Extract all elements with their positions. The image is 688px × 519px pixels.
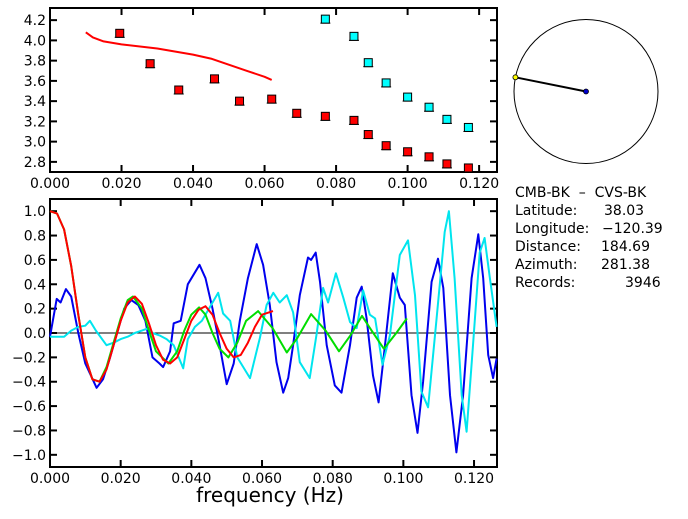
series-line-1 bbox=[50, 210, 498, 433]
longitude-label: Longitude: bbox=[515, 221, 590, 237]
data-point bbox=[349, 115, 359, 125]
series-line-3 bbox=[49, 210, 274, 383]
data-point bbox=[115, 28, 125, 38]
x-tick-label: 0.040 bbox=[171, 471, 211, 487]
y-tick-label: −1.0 bbox=[12, 448, 46, 464]
series-line-2 bbox=[85, 31, 273, 81]
latitude-value: 38.03 bbox=[604, 203, 645, 219]
coherency-chart: 0.000 0.020 0.040 0.060 0.080 0.100 0.120 −1.0 −… bbox=[12, 198, 498, 487]
station-marker bbox=[512, 74, 519, 81]
y-tick-label: 2.8 bbox=[24, 155, 46, 171]
y-tick-label: 3.0 bbox=[24, 135, 46, 151]
x-tick-label: 0.080 bbox=[316, 176, 356, 192]
data-point bbox=[442, 114, 452, 124]
x-tick-label: 0.020 bbox=[101, 471, 141, 487]
azimuth-value: 281.38 bbox=[601, 257, 650, 273]
longitude-row: Longitude: −120.39 bbox=[515, 221, 663, 237]
data-point bbox=[381, 141, 391, 151]
distance-row: Distance: 184.69 bbox=[515, 239, 650, 255]
data-point bbox=[174, 85, 184, 95]
y-tick-label: 3.6 bbox=[24, 74, 46, 90]
map-circle bbox=[513, 19, 659, 164]
x-tick-label: 0.060 bbox=[242, 471, 282, 487]
y-tick-label: 4.0 bbox=[24, 33, 46, 49]
dispersion-chart: 0.000 0.020 0.040 0.060 0.080 0.100 0.120 2.8 3.… bbox=[24, 7, 499, 192]
path-line bbox=[515, 76, 587, 93]
data-point bbox=[363, 58, 373, 68]
x-tick-label: 0.120 bbox=[454, 471, 494, 487]
data-point bbox=[349, 31, 359, 41]
y-tick-label: 0.6 bbox=[24, 253, 46, 269]
latitude-row: Latitude: 38.03 bbox=[515, 203, 644, 219]
data-point bbox=[292, 108, 302, 118]
x-tick-label: 0.000 bbox=[30, 176, 70, 192]
y-tick-label: −0.4 bbox=[12, 375, 46, 391]
y-tick-label: 4.2 bbox=[24, 13, 46, 29]
y-tick-label: 0.0 bbox=[24, 326, 46, 342]
data-point bbox=[424, 102, 434, 112]
data-point bbox=[145, 59, 155, 69]
data-point bbox=[267, 94, 277, 104]
data-point bbox=[381, 78, 391, 88]
data-point bbox=[235, 96, 245, 106]
y-tick-label: −0.6 bbox=[12, 399, 46, 415]
plot-frame bbox=[49, 7, 498, 173]
y-tick-label: 0.4 bbox=[24, 277, 46, 293]
y-tick-label: −0.2 bbox=[12, 350, 46, 366]
longitude-value: −120.39 bbox=[602, 221, 663, 237]
y-tick-label: 0.2 bbox=[24, 302, 46, 318]
x-tick-label: 0.120 bbox=[459, 176, 499, 192]
distance-value: 184.69 bbox=[601, 239, 650, 255]
data-point bbox=[403, 92, 413, 102]
data-point bbox=[320, 111, 330, 121]
series-line-2 bbox=[49, 210, 408, 383]
records-label: Records: bbox=[515, 275, 576, 291]
y-tick-label: 1.0 bbox=[24, 204, 46, 220]
y-tick-label: 0.8 bbox=[24, 229, 46, 245]
azimuth-row: Azimuth: 281.38 bbox=[515, 257, 650, 273]
data-point bbox=[403, 147, 413, 157]
data-point bbox=[424, 152, 434, 162]
x-tick-label: 0.080 bbox=[313, 471, 353, 487]
x-tick-label: 0.020 bbox=[101, 176, 141, 192]
center-marker bbox=[583, 88, 589, 95]
data-point bbox=[363, 130, 373, 140]
x-tick-label: 0.040 bbox=[173, 176, 213, 192]
data-point bbox=[463, 122, 473, 132]
latitude-label: Latitude: bbox=[515, 203, 578, 219]
y-tick-label: 3.2 bbox=[24, 114, 46, 130]
y-tick-label: −0.8 bbox=[12, 423, 46, 439]
data-point bbox=[442, 159, 452, 169]
x-tick-label: 0.100 bbox=[388, 176, 428, 192]
data-point bbox=[463, 163, 473, 173]
station-map bbox=[512, 19, 659, 164]
x-tick-label: 0.000 bbox=[30, 471, 70, 487]
y-tick-label: 3.4 bbox=[24, 94, 46, 110]
x-axis-label: frequency (Hz) bbox=[196, 483, 344, 507]
data-point bbox=[209, 74, 219, 84]
distance-label: Distance: bbox=[515, 239, 581, 255]
x-tick-label: 0.060 bbox=[245, 176, 285, 192]
series-line-0 bbox=[49, 233, 498, 454]
x-tick-label: 0.100 bbox=[383, 471, 423, 487]
data-point bbox=[320, 14, 330, 24]
azimuth-label: Azimuth: bbox=[515, 257, 578, 273]
records-value: 3946 bbox=[625, 275, 661, 291]
y-tick-label: 3.8 bbox=[24, 54, 46, 70]
station-pair: CMB-BK – CVS-BK bbox=[515, 185, 647, 201]
records-row: Records: 3946 bbox=[515, 275, 661, 291]
